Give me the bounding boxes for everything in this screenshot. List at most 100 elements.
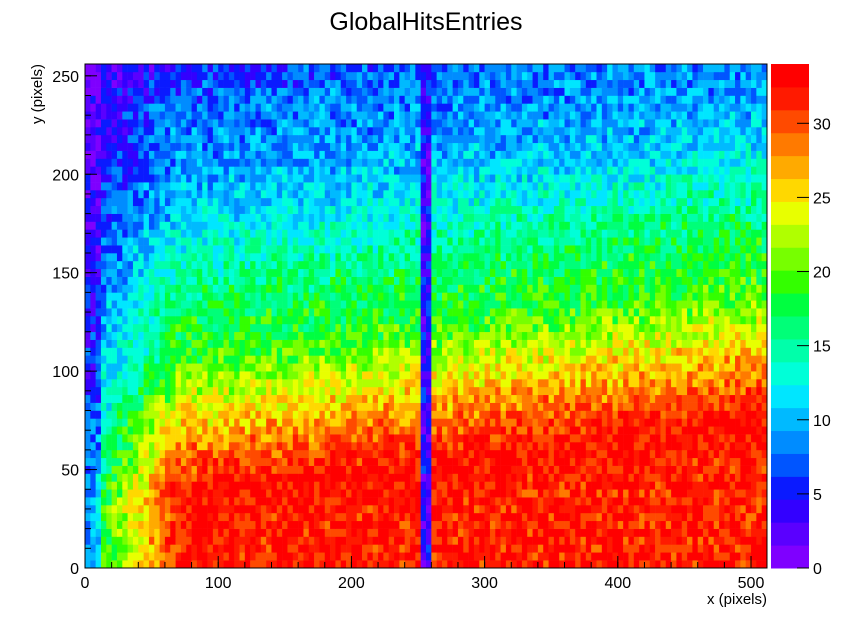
heatmap-cell bbox=[351, 512, 358, 522]
heatmap-cell bbox=[692, 465, 699, 474]
heatmap-cell bbox=[346, 426, 352, 435]
heatmap-cell bbox=[308, 473, 315, 482]
heatmap-cell bbox=[410, 355, 416, 364]
heatmap-cell bbox=[569, 394, 576, 403]
heatmap-cell bbox=[639, 434, 645, 443]
heatmap-cell bbox=[308, 434, 315, 443]
heatmap-cell bbox=[356, 292, 363, 301]
heatmap-cell bbox=[633, 497, 640, 506]
heatmap-cell bbox=[234, 347, 240, 356]
heatmap-cell bbox=[111, 347, 118, 356]
heatmap-cell bbox=[127, 371, 134, 380]
heatmap-cell bbox=[761, 481, 768, 490]
heatmap-cell bbox=[399, 284, 405, 293]
heatmap-cell bbox=[612, 418, 619, 427]
heatmap-cell bbox=[559, 465, 565, 474]
heatmap-cell bbox=[463, 339, 469, 348]
heatmap-cell bbox=[543, 418, 549, 427]
heatmap-cell bbox=[362, 418, 368, 427]
heatmap-cell bbox=[548, 379, 555, 388]
heatmap-cell bbox=[687, 552, 693, 561]
heatmap-cell bbox=[607, 331, 613, 340]
heatmap-cell bbox=[143, 394, 150, 403]
heatmap-cell bbox=[116, 402, 123, 411]
heatmap-cell bbox=[697, 316, 704, 325]
heatmap-cell bbox=[85, 442, 91, 451]
heatmap-cell bbox=[223, 402, 230, 411]
heatmap-cell bbox=[164, 379, 171, 388]
heatmap-cell bbox=[303, 512, 310, 522]
heatmap-cell bbox=[447, 284, 453, 293]
heatmap-cell bbox=[649, 520, 656, 529]
heatmap-cell bbox=[564, 394, 571, 403]
heatmap-cell bbox=[106, 323, 112, 333]
heatmap-cell bbox=[724, 284, 731, 293]
heatmap-cell bbox=[394, 481, 400, 490]
heatmap-cell bbox=[196, 331, 203, 340]
heatmap-cell bbox=[569, 512, 576, 522]
heatmap-cell bbox=[271, 363, 278, 372]
heatmap-cell bbox=[676, 276, 683, 285]
heatmap-cell bbox=[255, 260, 262, 270]
heatmap-cell bbox=[751, 316, 757, 325]
heatmap-cell bbox=[175, 363, 182, 372]
heatmap-cell bbox=[111, 331, 118, 340]
heatmap-cell bbox=[601, 426, 608, 435]
heatmap-cell bbox=[394, 331, 400, 340]
heatmap-cell bbox=[228, 260, 235, 270]
heatmap-cell bbox=[351, 560, 358, 569]
heatmap-cell bbox=[164, 300, 171, 309]
heatmap-cell bbox=[244, 260, 251, 270]
heatmap-cell bbox=[521, 481, 528, 490]
heatmap-cell bbox=[106, 371, 112, 380]
heatmap-cell bbox=[180, 276, 187, 285]
heatmap-cell bbox=[447, 300, 453, 309]
heatmap-cell bbox=[745, 386, 752, 396]
heatmap-cell bbox=[106, 489, 112, 498]
heatmap-cell bbox=[367, 276, 374, 285]
heatmap-cell bbox=[511, 339, 517, 348]
heatmap-cell bbox=[207, 402, 214, 411]
heatmap-cell bbox=[303, 402, 310, 411]
heatmap-cell bbox=[335, 379, 342, 388]
heatmap-cell bbox=[260, 394, 267, 403]
heatmap-cell bbox=[228, 449, 235, 459]
heatmap-cell bbox=[569, 497, 576, 506]
heatmap-cell bbox=[591, 331, 597, 340]
heatmap-cell bbox=[314, 331, 320, 340]
heatmap-cell bbox=[607, 505, 613, 514]
heatmap-cell bbox=[383, 308, 390, 317]
heatmap-cell bbox=[314, 379, 320, 388]
heatmap-cell bbox=[143, 457, 150, 466]
heatmap-cell bbox=[564, 260, 571, 270]
heatmap-cell bbox=[612, 284, 619, 293]
heatmap-cell bbox=[404, 284, 411, 293]
heatmap-cell bbox=[388, 473, 395, 482]
heatmap-cell bbox=[489, 276, 496, 285]
heatmap-cell bbox=[735, 560, 741, 569]
heatmap-cell bbox=[324, 410, 331, 419]
heatmap-cell bbox=[266, 512, 272, 522]
heatmap-cell bbox=[713, 434, 720, 443]
heatmap-cell bbox=[537, 418, 544, 427]
heatmap-cell bbox=[671, 473, 677, 482]
heatmap-cell bbox=[244, 457, 251, 466]
heatmap-cell bbox=[239, 505, 246, 514]
heatmap-cell bbox=[85, 481, 91, 490]
heatmap-cell bbox=[170, 449, 176, 459]
heatmap-cell bbox=[553, 489, 560, 498]
heatmap-cell bbox=[223, 260, 230, 270]
heatmap-cell bbox=[340, 284, 347, 293]
heatmap-cell bbox=[340, 512, 347, 522]
heatmap-cell bbox=[463, 457, 469, 466]
heatmap-cell bbox=[260, 481, 267, 490]
heatmap-cell bbox=[740, 434, 746, 443]
heatmap-cell bbox=[170, 434, 176, 443]
heatmap-cell bbox=[745, 449, 752, 459]
heatmap-cell bbox=[362, 323, 368, 333]
heatmap-cell bbox=[703, 363, 709, 372]
chart-title: GlobalHitsEntries bbox=[329, 8, 522, 36]
heatmap-cell bbox=[404, 276, 411, 285]
heatmap-cell bbox=[687, 363, 693, 372]
heatmap-cell bbox=[143, 481, 150, 490]
